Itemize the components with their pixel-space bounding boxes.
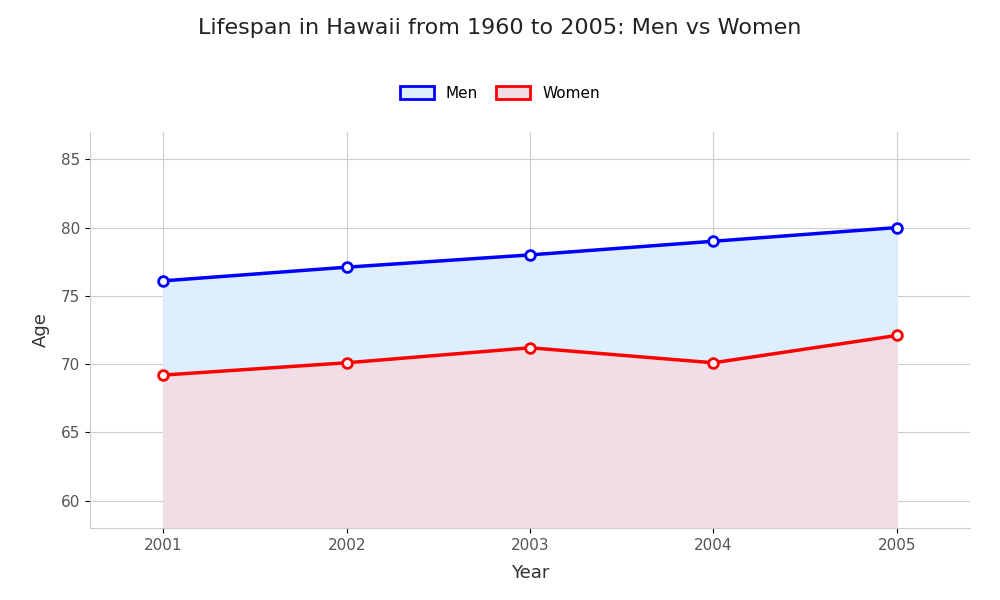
Text: Lifespan in Hawaii from 1960 to 2005: Men vs Women: Lifespan in Hawaii from 1960 to 2005: Me… [198,18,802,38]
Legend: Men, Women: Men, Women [394,80,606,107]
X-axis label: Year: Year [511,564,549,582]
Y-axis label: Age: Age [32,313,50,347]
